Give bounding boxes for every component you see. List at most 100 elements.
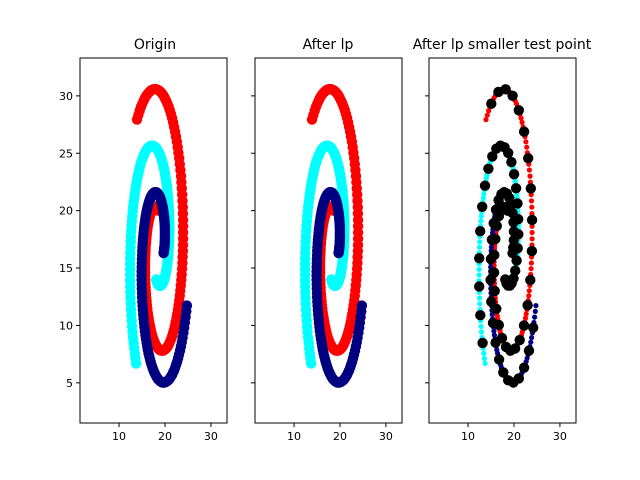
x-tick-label: 10 [461, 430, 475, 443]
x-tick-label: 20 [507, 430, 521, 443]
data-point [528, 260, 535, 266]
data-point [476, 272, 482, 278]
data-point [478, 323, 484, 330]
data-point [475, 310, 486, 321]
x-tick-label: 10 [112, 430, 126, 443]
data-point [491, 143, 502, 154]
data-point [483, 163, 494, 174]
data-point [528, 198, 535, 204]
axes-frame [254, 57, 403, 424]
marks-layer [299, 83, 368, 388]
data-point [475, 226, 486, 237]
data-point [481, 191, 487, 197]
data-point [533, 303, 539, 309]
x-tick-label: 20 [333, 430, 347, 443]
data-point [486, 98, 497, 109]
x-tick-label: 10 [287, 430, 301, 443]
data-point [525, 274, 536, 286]
data-point [490, 337, 501, 348]
data-point [518, 320, 530, 331]
data-point [532, 308, 538, 314]
data-point [477, 201, 488, 212]
data-point [484, 112, 490, 118]
data-point [528, 322, 539, 333]
data-point [526, 288, 532, 294]
data-point [487, 317, 499, 329]
data-point [305, 358, 317, 369]
data-point [479, 180, 491, 191]
data-point [523, 311, 529, 317]
data-point [474, 253, 485, 264]
data-point [486, 296, 497, 307]
data-point [524, 144, 530, 150]
data-point [526, 245, 538, 257]
ticks-layer: 10 20 30 [251, 95, 393, 443]
data-point [356, 300, 368, 311]
data-point [526, 167, 533, 173]
data-point [306, 114, 318, 125]
data-point [493, 194, 504, 206]
data-point [527, 173, 533, 179]
data-point [131, 114, 143, 125]
subplot-origin: Origin 10 20 30 5 10 15 20 25 30 [59, 37, 228, 443]
y-tick-label: 25 [59, 147, 73, 160]
data-point [507, 90, 518, 102]
data-point [528, 266, 534, 272]
data-point [493, 354, 505, 365]
data-point [518, 126, 530, 137]
data-point [523, 345, 535, 356]
data-point [476, 295, 483, 301]
data-point [529, 335, 535, 341]
data-point [489, 285, 500, 297]
data-point [493, 86, 504, 98]
data-point [477, 337, 488, 349]
y-tick-label: 10 [59, 319, 73, 332]
data-point [509, 343, 521, 354]
data-point [488, 244, 494, 250]
data-point [513, 105, 524, 116]
subplot-after-lp-smaller-test-point: After lp smaller test point 10 20 30 [413, 37, 592, 443]
y-tick-label: 15 [59, 262, 73, 275]
marks-layer [474, 84, 539, 388]
data-point [474, 281, 485, 292]
data-point [506, 156, 517, 168]
data-point [130, 358, 142, 369]
data-point [489, 311, 495, 318]
data-point [529, 236, 535, 242]
data-point [488, 218, 499, 229]
data-point [181, 300, 193, 311]
data-point [486, 234, 498, 245]
y-tick-label: 30 [59, 90, 73, 103]
subplot-after-lp: After lp 10 20 30 [251, 37, 403, 443]
marks-layer [124, 83, 193, 388]
data-point [476, 244, 483, 250]
data-point [523, 139, 529, 145]
data-point [526, 214, 538, 226]
data-point [510, 183, 522, 194]
axes-frame [428, 57, 577, 424]
data-point [486, 108, 492, 114]
data-point [476, 266, 482, 272]
data-point [498, 367, 509, 378]
data-point [532, 314, 538, 320]
subplot-title: After lp smaller test point [413, 37, 592, 53]
x-tick-label: 30 [553, 430, 567, 443]
data-point [523, 153, 534, 164]
data-point [477, 301, 483, 307]
data-point [483, 117, 489, 123]
data-point [529, 204, 535, 210]
x-tick-label: 30 [204, 430, 218, 443]
data-point [508, 235, 519, 246]
data-point [513, 373, 524, 384]
ticks-layer: 10 20 30 5 10 15 20 25 30 [59, 90, 218, 443]
axes-frame [79, 57, 228, 424]
data-point [507, 207, 518, 219]
data-point [491, 328, 497, 334]
data-point [487, 151, 498, 162]
ticks-layer: 10 20 30 [425, 95, 567, 443]
x-tick-label: 30 [379, 430, 393, 443]
data-point [481, 350, 487, 356]
data-point [510, 265, 521, 276]
data-point [477, 239, 483, 245]
